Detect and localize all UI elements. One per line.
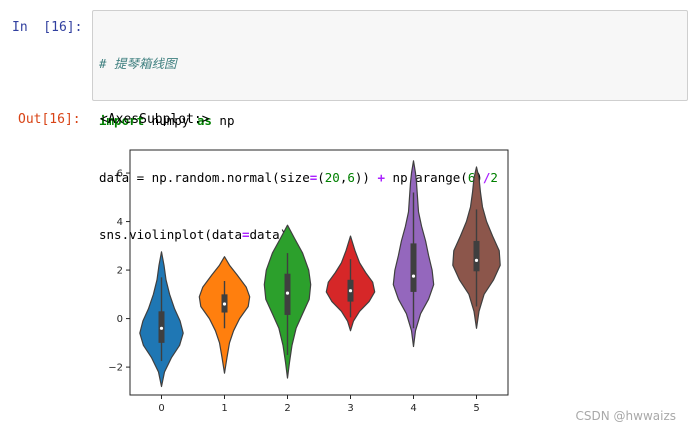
violin-median-3 xyxy=(348,289,353,293)
y-tick-label: 6 xyxy=(117,169,123,180)
code-line-2: import numpy as np xyxy=(99,111,498,130)
y-tick-label: 2 xyxy=(117,266,123,277)
code-operator: + xyxy=(377,170,386,185)
plot-frame xyxy=(129,149,509,396)
code-line-4: sns.violinplot(data=data) xyxy=(99,225,498,244)
violin-iqr-box-4 xyxy=(410,243,417,292)
y-tick-label: −2 xyxy=(108,363,123,374)
keyword-as: as xyxy=(196,113,212,128)
violin-median-1 xyxy=(222,302,227,306)
code-operator: = xyxy=(309,170,318,185)
keyword-import: import xyxy=(99,113,145,128)
input-prompt: In [16]: xyxy=(12,20,83,35)
module-alias: np xyxy=(211,113,235,128)
watermark: CSDN @hwwaizs xyxy=(575,409,677,423)
x-tick-label: 0 xyxy=(158,403,164,414)
code-number: 6 xyxy=(347,170,355,185)
violin-median-5 xyxy=(474,258,479,262)
output-text: <AxesSubplot:> xyxy=(100,112,210,127)
module-name: numpy xyxy=(144,113,197,128)
violin-median-0 xyxy=(159,326,164,330)
x-tick-label: 4 xyxy=(410,403,416,414)
x-tick-label: 2 xyxy=(284,403,290,414)
violin-median-4 xyxy=(411,274,416,278)
y-tick-label: 0 xyxy=(117,314,123,325)
code-operator: = xyxy=(242,227,250,242)
violin-median-2 xyxy=(285,291,290,295)
code-line-1: # 提琴箱线图 xyxy=(99,54,498,73)
code-segment: , xyxy=(339,170,348,185)
violin-iqr-box-5 xyxy=(473,240,480,272)
code-segment: data) xyxy=(249,227,288,242)
code-operator: / xyxy=(482,170,491,185)
output-prompt: Out[16]: xyxy=(18,112,81,127)
code-comment: # 提琴箱线图 xyxy=(99,56,177,71)
x-tick-label: 1 xyxy=(221,403,227,414)
code-number: 20 xyxy=(324,170,340,185)
code-number: 6 xyxy=(467,170,476,185)
code-segment: data = np.random.normal(size xyxy=(99,170,310,185)
code-segment: ( xyxy=(317,170,325,185)
x-tick-label: 5 xyxy=(473,403,479,414)
code-number: 2 xyxy=(490,170,498,185)
code-segment: sns.violinplot(data xyxy=(99,227,242,242)
code-input-area[interactable]: # 提琴箱线图 import numpy as np data = np.ran… xyxy=(92,10,688,242)
code-segment: )) xyxy=(354,170,378,185)
x-tick-label: 3 xyxy=(347,403,353,414)
y-tick-label: 4 xyxy=(117,217,123,228)
